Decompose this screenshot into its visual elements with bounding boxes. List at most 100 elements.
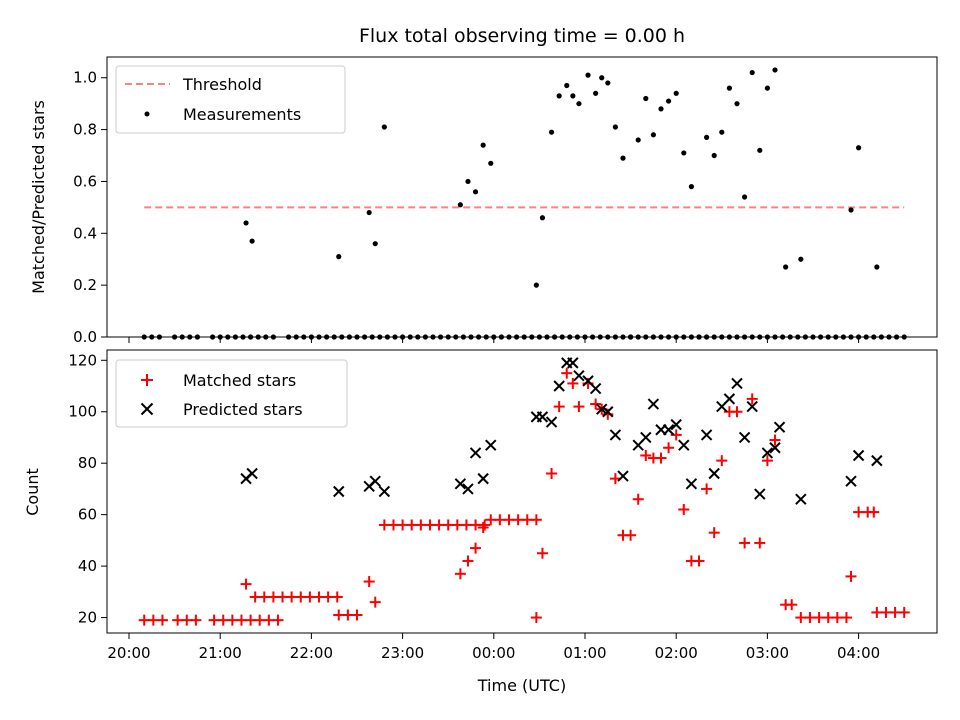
predicted-star-marker [746,400,758,413]
top-y-tick-label: 1.0 [73,69,97,87]
matched-star-marker [190,614,202,626]
matched-star-marker [701,483,713,495]
measurement-point [457,202,463,208]
predicted-star-marker [662,424,675,436]
measurement-point [681,150,687,156]
bottom-x-tick-label: 02:00 [655,644,698,662]
matched-star-marker [546,467,558,479]
predicted-star-marker [485,439,497,451]
bottom-x-tick-label: 00:00 [472,644,515,662]
top-y-tick-label: 0.4 [73,224,97,242]
matched-star-marker [655,452,667,464]
bottom-x-tick-label: 04:00 [837,644,880,662]
matched-star-marker [369,596,381,608]
predicted-stars-points [240,357,883,505]
bottom-plot-frame [106,349,938,634]
measurement-point [548,129,555,135]
bottom-legend-box [115,359,348,428]
predicted-star-marker [545,416,558,428]
measurement-point [749,69,755,76]
measurement-point [764,85,771,91]
measurement-point [711,152,717,159]
measurement-point [673,90,679,96]
predicted-star-marker [369,475,381,487]
legend-threshold-label: Threshold [182,75,262,94]
matched-star-marker [454,568,466,580]
bottom-x-tick-label: 01:00 [563,644,606,662]
matched-star-marker [240,578,252,590]
bottom-x-tick-label: 20:00 [107,644,150,662]
measurement-point [783,264,789,270]
measurement-point [635,137,641,143]
predicted-star-marker [477,472,489,485]
matched-star-marker [663,442,675,454]
matched-star-marker [553,401,565,413]
matched-star-marker [678,504,690,516]
measurement-point [757,147,763,153]
measurement-point [593,90,599,96]
measurement-point [539,215,546,221]
predicted-star-marker [723,393,736,405]
top-y-tick-label: 0.6 [73,172,97,190]
measurement-point [570,93,576,99]
matched-star-marker [640,449,652,461]
measurement-point [726,85,733,91]
measurement-point [336,254,342,260]
matched-star-marker [530,514,542,526]
matched-stars-points [138,367,910,626]
matched-star-marker [739,537,751,549]
top-legend: Threshold Measurements [115,65,346,134]
predicted-star-marker [609,429,622,441]
top-y-tick-label: 0.8 [73,121,97,139]
matched-star-marker [898,606,910,618]
matched-star-marker [272,614,284,626]
predicted-star-marker [567,357,579,369]
measurement-point [688,184,695,190]
matched-star-marker [590,398,602,410]
matched-star-marker [363,576,375,588]
bottom-panel: 20 40 60 80 100 120 20:00 21:00 22:00 23:00 00:00… [23,349,938,695]
top-y-tick-label: 0.2 [73,276,97,294]
predicted-star-marker [617,470,629,482]
measurement-point [848,207,854,213]
predicted-star-marker [333,485,345,498]
measurement-point [874,264,880,270]
measurement-point [533,282,539,288]
measurement-point [480,142,486,148]
measurement-point [465,178,471,185]
matched-star-marker [536,547,548,559]
matched-star-marker [840,612,852,624]
measurement-point [734,101,740,107]
predicted-star-marker [589,382,602,395]
legend-matched-swatch [141,374,153,386]
predicted-star-marker [536,411,549,423]
measurement-point [666,98,672,104]
measurement-point [488,160,494,166]
measurement-point [564,82,570,89]
predicted-star-marker [700,429,713,441]
matched-star-marker [746,393,758,405]
measurement-point [612,124,619,130]
predicted-star-marker [640,431,652,444]
matched-star-marker [632,493,644,505]
predicted-star-marker [769,442,781,454]
predicted-star-marker [754,488,766,500]
top-legend-box [115,65,346,134]
bottom-x-ticks: 20:00 21:00 22:00 23:00 00:00 01:00 02:00 03:00… [107,633,880,662]
matched-star-marker [567,377,579,389]
matched-star-marker [625,529,637,541]
measurement-point [249,238,255,244]
predicted-star-marker [738,431,751,444]
measurement-point [704,134,710,140]
matched-star-marker [156,614,168,626]
predicted-star-marker [678,439,690,451]
predicted-star-marker [670,418,682,431]
top-plot-frame [106,56,938,338]
chart-title: Flux total observing time = 0.00 h [359,25,685,47]
x-axis-label: Time (UTC) [477,676,566,695]
bottom-y-tick-label: 40 [78,557,97,575]
bottom-x-tick-label: 23:00 [381,644,424,662]
measurement-point [772,67,778,73]
measurement-point [620,155,626,161]
